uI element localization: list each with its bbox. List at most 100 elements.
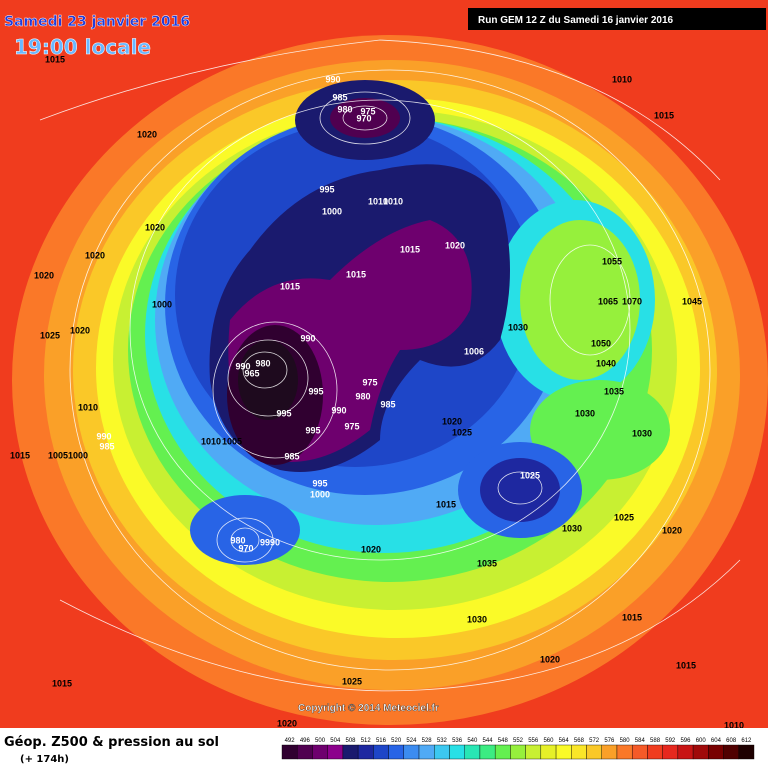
scale-swatch — [388, 744, 405, 760]
scale-label: 536 — [452, 738, 463, 744]
isobar-label: 1015 — [280, 281, 300, 291]
scale-swatch — [647, 744, 663, 760]
isobar-label: 1000 — [322, 206, 342, 216]
isobar-label: 995 — [308, 386, 323, 396]
isobar-label: 975 — [362, 377, 377, 387]
isobar-label: 1015 — [436, 499, 456, 509]
scale-label: 596 — [680, 738, 691, 744]
scale-swatch — [434, 744, 450, 760]
isobar-label: 1025 — [452, 427, 472, 437]
isobar-label: 1025 — [342, 676, 362, 686]
scale-swatch — [403, 744, 420, 760]
isobar-label: 1000 — [152, 299, 172, 309]
isobar-label: 1015 — [52, 678, 72, 688]
isobar-label: 1010 — [78, 402, 98, 412]
isobar-label: 1065 — [598, 296, 618, 306]
isobar-label: 1005 — [222, 436, 242, 446]
scale-swatch — [662, 744, 679, 760]
isobar-label: 1020 — [361, 544, 381, 554]
geopotential-field — [0, 0, 768, 728]
scale-swatch — [281, 744, 298, 760]
isobar-label: 1015 — [10, 450, 30, 460]
isobar-label: 1015 — [400, 244, 420, 254]
run-box — [468, 8, 766, 30]
scale-swatch — [327, 744, 344, 760]
scale-label: 540 — [467, 738, 478, 744]
scale-label: 588 — [650, 738, 661, 744]
isobar-label: 980 — [230, 535, 245, 545]
isobar-label: 995 — [312, 478, 327, 488]
isobar-label: 1030 — [562, 523, 582, 533]
scale-label: 532 — [437, 738, 448, 744]
isobar-label: 1010 — [383, 196, 403, 206]
isobar-label: 1006 — [464, 346, 484, 356]
scale-label: 504 — [330, 738, 341, 744]
isobar-label: 1035 — [604, 386, 624, 396]
scale-label: 576 — [604, 738, 615, 744]
isobar-label: 1035 — [477, 558, 497, 568]
isobar-label: 970 — [356, 113, 371, 123]
scale-swatch — [555, 744, 572, 760]
isobar-label: 1020 — [70, 325, 90, 335]
isobar-label: 1000 — [310, 489, 330, 499]
scale-label: 492 — [285, 738, 296, 744]
scale-label: 528 — [422, 738, 433, 744]
isobar-label: 1020 — [662, 525, 682, 535]
scale-label: 564 — [559, 738, 570, 744]
isobar-label: 995 — [305, 425, 320, 435]
isobar-label: 1020 — [442, 416, 462, 426]
scale-swatch — [525, 744, 542, 760]
isobar-label: 990 — [96, 431, 111, 441]
scale-swatch — [373, 744, 389, 760]
scale-swatch — [723, 744, 739, 760]
isobar-label: 1015 — [676, 660, 696, 670]
scale-swatch — [586, 744, 602, 760]
isobar-label: 975 — [360, 106, 375, 116]
scale-label: 600 — [696, 738, 707, 744]
isobar-label: 985 — [99, 441, 114, 451]
scale-swatch — [449, 744, 465, 760]
isobar-label: 980 — [337, 104, 352, 114]
isobar-label: 1015 — [346, 269, 366, 279]
isobar-label: 1045 — [682, 296, 702, 306]
isobar-label: 1040 — [596, 358, 616, 368]
scale-label: 548 — [498, 738, 509, 744]
isobar-label: 1020 — [85, 250, 105, 260]
scale-label: 604 — [711, 738, 722, 744]
isobar-label: 9990 — [260, 537, 280, 547]
scale-swatch — [418, 744, 435, 760]
isobar-label: 1030 — [632, 428, 652, 438]
isobar-label: 1020 — [445, 240, 465, 250]
scale-swatch — [677, 744, 694, 760]
scale-label: 572 — [589, 738, 600, 744]
footer-subtitle: (+ 174h) — [20, 754, 69, 765]
scale-swatch — [357, 744, 374, 760]
scale-label: 580 — [620, 738, 631, 744]
scale-label: 612 — [741, 738, 752, 744]
scale-swatch — [571, 744, 587, 760]
scale-label: 560 — [543, 738, 554, 744]
isobar-label: 985 — [284, 451, 299, 461]
isobar-label: 1020 — [137, 129, 157, 139]
isobar-label: 990 — [235, 361, 250, 371]
scale-swatch — [312, 744, 328, 760]
isobar-label: 1015 — [45, 54, 65, 64]
isobar-label: 980 — [355, 391, 370, 401]
scale-label: 568 — [574, 738, 585, 744]
scale-swatch — [297, 744, 313, 760]
footer-title: Géop. Z500 & pression au sol — [4, 735, 219, 750]
scale-label: 508 — [346, 738, 357, 744]
isobar-label: 1020 — [540, 654, 560, 664]
date: Samedi 23 janvier 2016 — [4, 14, 190, 30]
scale-swatch — [464, 744, 481, 760]
isobar-label: 1005 — [48, 450, 68, 460]
scale-label: 608 — [726, 738, 737, 744]
isobar-label: 1000 — [68, 450, 88, 460]
isobar-label: 995 — [276, 408, 291, 418]
isobar-label: 990 — [325, 74, 340, 84]
scale-swatch — [601, 744, 618, 760]
scale-label: 512 — [361, 738, 372, 744]
isobar-label: 1020 — [34, 270, 54, 280]
